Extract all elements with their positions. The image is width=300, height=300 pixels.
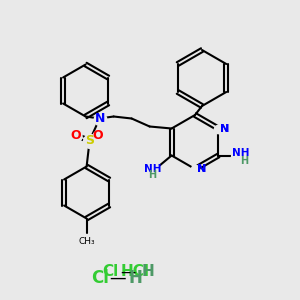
Text: H: H: [148, 170, 157, 181]
Text: N: N: [197, 164, 206, 174]
Text: N: N: [220, 124, 230, 134]
Text: H: H: [142, 265, 154, 280]
Text: CH₃: CH₃: [78, 236, 95, 245]
Text: N: N: [220, 124, 230, 134]
Text: O: O: [92, 129, 103, 142]
Text: —: —: [120, 265, 136, 280]
Text: S: S: [85, 134, 94, 147]
Text: —: —: [110, 269, 126, 287]
Text: NH: NH: [144, 164, 161, 173]
Text: NH: NH: [232, 148, 249, 158]
Text: Cl: Cl: [91, 269, 109, 287]
Text: Cl: Cl: [102, 265, 118, 280]
Text: N: N: [197, 164, 206, 174]
Text: H: H: [128, 269, 142, 287]
Text: O: O: [70, 129, 81, 142]
Text: HCl: HCl: [121, 265, 149, 280]
Text: N: N: [94, 112, 105, 125]
Text: H: H: [240, 155, 248, 166]
